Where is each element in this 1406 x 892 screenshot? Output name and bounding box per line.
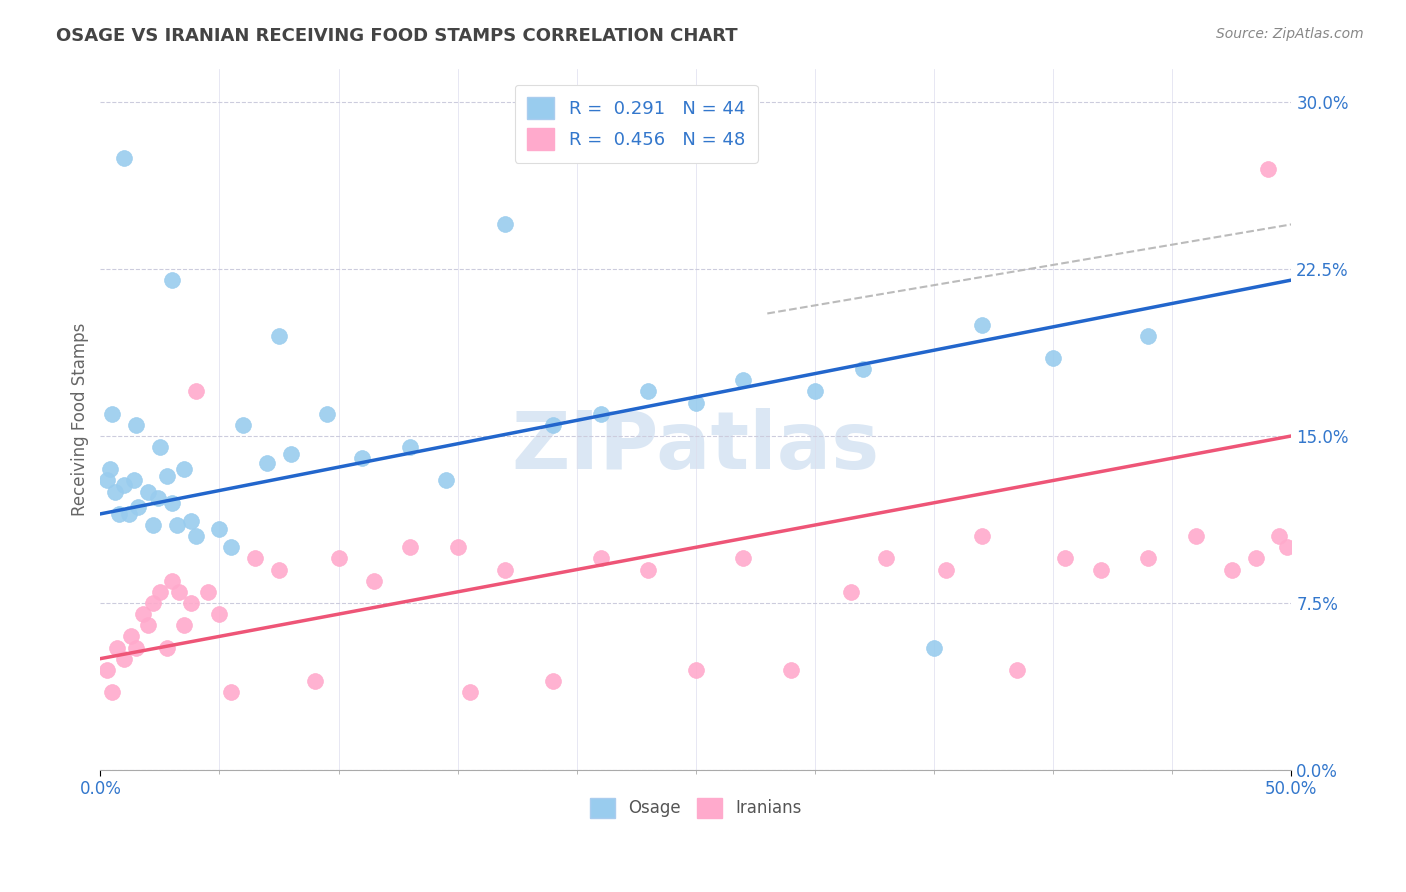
Point bbox=[1244, 551, 1267, 566]
Point bbox=[149, 440, 172, 454]
Point bbox=[637, 384, 659, 399]
Point bbox=[922, 640, 945, 655]
Point bbox=[127, 500, 149, 515]
Point bbox=[589, 407, 612, 421]
Point bbox=[315, 407, 337, 421]
Point bbox=[167, 585, 190, 599]
Point bbox=[180, 596, 202, 610]
Point bbox=[105, 640, 128, 655]
Point bbox=[541, 417, 564, 432]
Point bbox=[1257, 161, 1279, 176]
Point bbox=[399, 541, 422, 555]
Text: ZIPatlas: ZIPatlas bbox=[512, 409, 880, 486]
Point bbox=[173, 618, 195, 632]
Point bbox=[156, 469, 179, 483]
Point bbox=[328, 551, 350, 566]
Point bbox=[101, 407, 124, 421]
Point bbox=[1220, 563, 1243, 577]
Point bbox=[935, 563, 957, 577]
Point bbox=[197, 585, 219, 599]
Point bbox=[363, 574, 385, 588]
Point bbox=[267, 328, 290, 343]
Point bbox=[166, 518, 188, 533]
Point bbox=[96, 663, 118, 677]
Point bbox=[267, 563, 290, 577]
Point bbox=[112, 651, 135, 665]
Point bbox=[108, 507, 131, 521]
Point bbox=[839, 585, 862, 599]
Point bbox=[1185, 529, 1208, 543]
Point bbox=[256, 456, 278, 470]
Point bbox=[98, 462, 121, 476]
Point bbox=[733, 373, 755, 387]
Point bbox=[970, 529, 993, 543]
Point bbox=[458, 685, 481, 699]
Point bbox=[118, 507, 141, 521]
Point bbox=[184, 529, 207, 543]
Point bbox=[685, 395, 707, 409]
Point bbox=[1275, 541, 1298, 555]
Point bbox=[180, 514, 202, 528]
Point bbox=[243, 551, 266, 566]
Text: Source: ZipAtlas.com: Source: ZipAtlas.com bbox=[1216, 27, 1364, 41]
Point bbox=[1137, 551, 1160, 566]
Point bbox=[589, 551, 612, 566]
Point bbox=[96, 474, 118, 488]
Point bbox=[142, 596, 165, 610]
Point bbox=[136, 618, 159, 632]
Point bbox=[304, 673, 326, 688]
Point bbox=[434, 474, 457, 488]
Point bbox=[1007, 663, 1029, 677]
Point bbox=[208, 523, 231, 537]
Point bbox=[208, 607, 231, 621]
Point bbox=[149, 585, 172, 599]
Point bbox=[352, 451, 374, 466]
Point bbox=[685, 663, 707, 677]
Point bbox=[804, 384, 827, 399]
Legend: Osage, Iranians: Osage, Iranians bbox=[583, 791, 808, 825]
Point bbox=[494, 563, 516, 577]
Point bbox=[446, 541, 468, 555]
Point bbox=[160, 496, 183, 510]
Text: OSAGE VS IRANIAN RECEIVING FOOD STAMPS CORRELATION CHART: OSAGE VS IRANIAN RECEIVING FOOD STAMPS C… bbox=[56, 27, 738, 45]
Point bbox=[221, 685, 243, 699]
Point bbox=[112, 151, 135, 165]
Point bbox=[1042, 351, 1064, 365]
Point bbox=[132, 607, 155, 621]
Y-axis label: Receiving Food Stamps: Receiving Food Stamps bbox=[72, 323, 89, 516]
Point bbox=[232, 417, 254, 432]
Point bbox=[1268, 529, 1291, 543]
Point bbox=[875, 551, 897, 566]
Point bbox=[221, 541, 243, 555]
Point bbox=[733, 551, 755, 566]
Point bbox=[184, 384, 207, 399]
Point bbox=[780, 663, 803, 677]
Point bbox=[1054, 551, 1077, 566]
Point bbox=[125, 417, 148, 432]
Point bbox=[541, 673, 564, 688]
Point bbox=[399, 440, 422, 454]
Point bbox=[851, 362, 873, 376]
Point bbox=[136, 484, 159, 499]
Point bbox=[1090, 563, 1112, 577]
Point bbox=[120, 629, 142, 643]
Point bbox=[156, 640, 179, 655]
Point bbox=[160, 273, 183, 287]
Point bbox=[280, 447, 302, 461]
Point bbox=[146, 491, 169, 506]
Point bbox=[637, 563, 659, 577]
Point bbox=[970, 318, 993, 332]
Point bbox=[173, 462, 195, 476]
Point bbox=[494, 218, 516, 232]
Point bbox=[101, 685, 124, 699]
Point bbox=[142, 518, 165, 533]
Point bbox=[1137, 328, 1160, 343]
Point bbox=[160, 574, 183, 588]
Point bbox=[122, 474, 145, 488]
Point bbox=[104, 484, 127, 499]
Point bbox=[112, 478, 135, 492]
Point bbox=[125, 640, 148, 655]
